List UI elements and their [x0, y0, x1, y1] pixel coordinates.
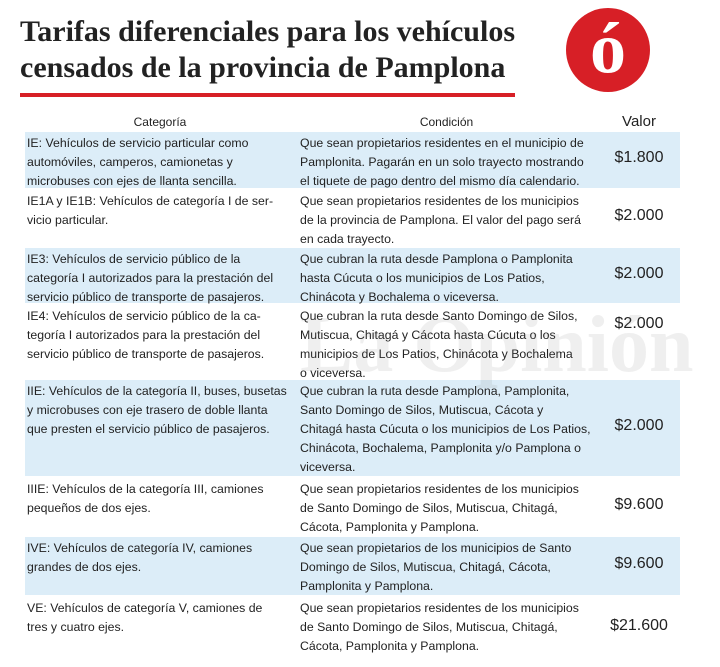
cell-line: Que sean propietarios residentes de los … [300, 482, 579, 496]
cell-line: IE1A y IE1B: Vehículos de categoría I de… [27, 194, 274, 208]
cell-line: Cácota, Pamplonita y Pamplona. [300, 520, 480, 534]
cell-line: Cácota, Pamplonita y Pamplona. [300, 639, 480, 653]
category-cell: IE1A y IE1B: Vehículos de categoría I de… [27, 192, 273, 230]
cell-line: de Santo Domingo de Silos, Mutiscua, Chi… [300, 620, 558, 634]
condition-cell: Que sean propietarios residentes de los … [300, 599, 579, 656]
table-row: VE: Vehículos de categoría V, camiones d… [25, 597, 680, 658]
cell-line: de la provincia de Pamplona. El valor de… [300, 213, 581, 227]
title: Tarifas diferenciales para los vehículos… [20, 14, 515, 86]
category-cell: IVE: Vehículos de categoría IV, camiones… [27, 539, 252, 577]
value-cell: $2.000 [614, 315, 664, 332]
cell-line: Chinácota y Bochalema o viceversa. [300, 290, 499, 304]
column-header: Condición [419, 115, 474, 129]
cell-line: Que sean propietarios residentes en el m… [300, 136, 584, 150]
table-row: IE4: Vehículos de servicio público de la… [25, 305, 680, 380]
cell-line: tres y cuatro ejes. [27, 620, 125, 634]
cell-line: Que cubran la ruta desde Santo Domingo d… [300, 309, 578, 323]
cell-line: servicio público de transporte de pasaje… [27, 290, 265, 304]
cell-line: viceversa. [300, 460, 356, 474]
category-cell: IIE: Vehículos de la categoría II, buses… [27, 382, 287, 439]
cell-line: Santo Domingo de Silos, Mutiscua, Cácota… [300, 403, 544, 417]
cell-line: VE: Vehículos de categoría V, camiones d… [27, 601, 263, 615]
table-row: IIE: Vehículos de la categoría II, buses… [25, 380, 680, 476]
category-cell: IE4: Vehículos de servicio público de la… [27, 307, 264, 364]
cell-line: Domingo de Silos, Mutiscua, Chitagá, Các… [300, 560, 551, 574]
cell-line: grandes de dos ejes. [27, 560, 142, 574]
table-row: IE3: Vehículos de servicio público de la… [25, 248, 680, 304]
value-cell: $9.600 [614, 495, 664, 513]
cell-line: Mutiscua, Chitagá y Cácota hasta Cúcuta … [300, 328, 556, 342]
cell-line: IIE: Vehículos de la categoría II, buses… [27, 384, 287, 398]
title-line: censados de la provincia de Pamplona [20, 51, 506, 84]
cell-line: que presten el servicio público de pasaj… [27, 422, 270, 436]
cell-line: vicio particular. [27, 213, 109, 227]
cell-line: tegoría I autorizados para la prestación… [27, 328, 261, 342]
cell-line: categoría I autorizados para la prestaci… [27, 271, 274, 285]
value-cell: $9.600 [614, 555, 664, 572]
condition-cell: Que cubran la ruta desde Pamplona o Pamp… [300, 250, 573, 307]
cell-line: IVE: Vehículos de categoría IV, camiones [27, 541, 253, 555]
table-row: IVE: Vehículos de categoría IV, camiones… [25, 537, 680, 595]
cell-line: en cada trayecto. [300, 232, 395, 246]
condition-cell: Que sean propietarios residentes de los … [300, 480, 579, 537]
table-row: IIIE: Vehículos de la categoría III, cam… [25, 478, 680, 535]
condition-cell: Que sean propietarios residentes en el m… [300, 134, 584, 191]
condition-cell: Que cubran la ruta desde Pamplona, Pampl… [300, 382, 591, 477]
condition-cell: Que sean propietarios residentes de los … [300, 192, 581, 249]
cell-line: Que cubran la ruta desde Pamplona o Pamp… [300, 252, 573, 266]
category-cell: IE: Vehículos de servicio particular com… [27, 134, 248, 191]
cell-line: IIIE: Vehículos de la categoría III, cam… [27, 482, 264, 496]
cell-line: o viceversa. [300, 366, 366, 380]
cell-line: Chitagá hasta Cúcuta o los municipios de… [300, 422, 591, 436]
cell-line: Que sean propietarios de los municipios … [300, 541, 572, 555]
cell-line: automóviles, camperos, camionetas y [27, 155, 233, 169]
title-rule [20, 93, 515, 97]
cell-line: municipios de Los Patios, Chinácota y Bo… [300, 347, 573, 361]
cell-line: Chinácota, Bochalema, Pamplonita y/o Pam… [300, 441, 581, 455]
category-cell: IE3: Vehículos de servicio público de la… [27, 250, 273, 307]
value-cell: $1.800 [614, 149, 664, 166]
cell-line: IE: Vehículos de servicio particular com… [27, 136, 249, 150]
cell-line: Que cubran la ruta desde Pamplona, Pampl… [300, 384, 570, 398]
cell-line: y microbuses con eje trasero de doble ll… [27, 403, 268, 417]
column-header: Categoría [133, 115, 187, 129]
cell-line: Que sean propietarios residentes de los … [300, 601, 579, 615]
cell-line: hasta Cúcuta o los municipios de Los Pat… [300, 271, 545, 285]
cell-line: servicio público de transporte de pasaje… [27, 347, 265, 361]
cell-line: de Santo Domingo de Silos, Mutiscua, Chi… [300, 501, 558, 515]
logo: ó [566, 8, 650, 92]
column-header: Valor [622, 113, 656, 130]
cell-line: Que sean propietarios residentes de los … [300, 194, 579, 208]
value-cell: $2.000 [614, 207, 664, 224]
cell-line: IE3: Vehículos de servicio público de la [27, 252, 241, 266]
cell-line: IE4: Vehículos de servicio público de la… [27, 309, 261, 323]
value-cell: $21.600 [610, 616, 668, 634]
condition-cell: Que sean propietarios de los municipios … [300, 539, 571, 596]
cell-line: Pamplonita y Pamplona. [300, 579, 434, 593]
category-cell: VE: Vehículos de categoría V, camiones d… [27, 599, 262, 637]
title-line: Tarifas diferenciales para los vehículos [20, 15, 515, 48]
cell-line: el tiquete de pago dentro del mismo día … [300, 174, 580, 188]
cell-line: microbuses con ejes de llanta sencilla. [27, 174, 237, 188]
cell-line: pequeños de dos ejes. [27, 501, 151, 515]
table-row: IE1A y IE1B: Vehículos de categoría I de… [25, 190, 680, 246]
cell-line: Pamplonita. Pagarán en un solo trayecto … [300, 155, 584, 169]
value-cell: $2.000 [614, 264, 664, 282]
table-row: IE: Vehículos de servicio particular com… [25, 132, 680, 188]
value-cell: $2.000 [614, 417, 664, 434]
condition-cell: Que cubran la ruta desde Santo Domingo d… [300, 307, 578, 383]
category-cell: IIIE: Vehículos de la categoría III, cam… [27, 480, 264, 518]
